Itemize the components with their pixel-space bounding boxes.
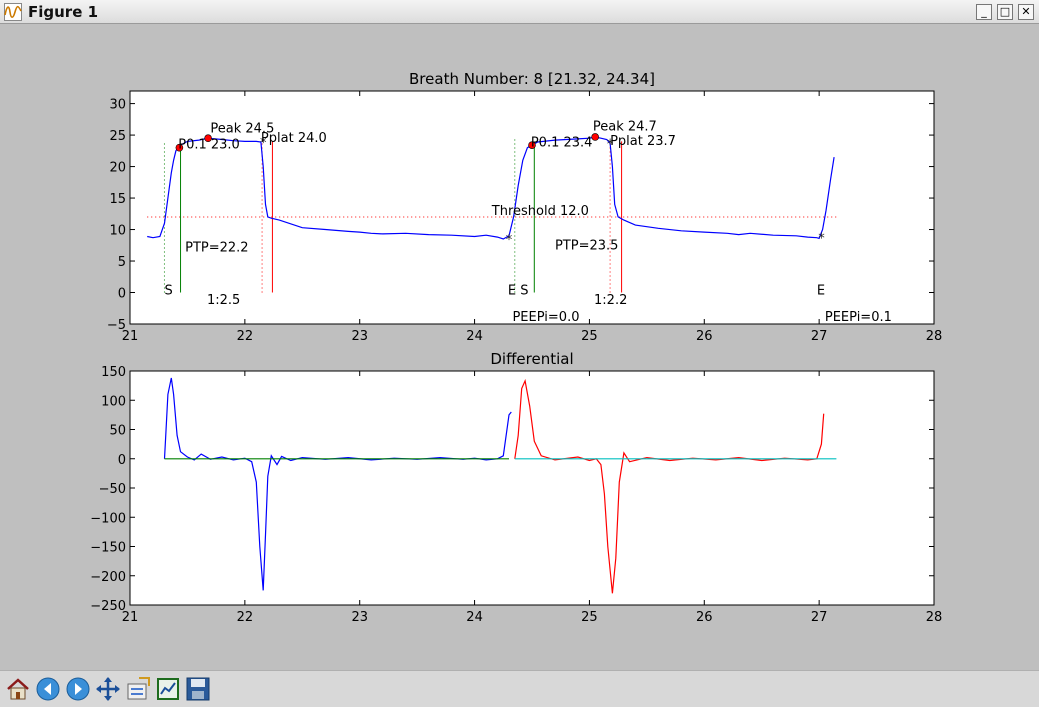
annotation-label: Pplat 23.7 bbox=[610, 134, 676, 149]
figure-canvas[interactable]: Breath Number: 8 [21.32, 24.34] 21 22 23 24 2… bbox=[0, 24, 1039, 670]
y-tick-label: 15 bbox=[109, 192, 126, 207]
annotation-label: PEEPi=0.1 bbox=[825, 310, 892, 325]
annotation-label: Threshold 12.0 bbox=[491, 204, 589, 219]
maximize-button[interactable]: □ bbox=[997, 4, 1013, 20]
series-line-2 bbox=[514, 378, 825, 594]
y-tick-label: 5 bbox=[118, 255, 126, 270]
annotation-label: E bbox=[817, 283, 825, 298]
x-tick-label: 27 bbox=[811, 329, 828, 344]
annotation-label: S bbox=[164, 283, 172, 298]
y-tick-label: 0 bbox=[118, 287, 126, 302]
annotation-label: 1:2.2 bbox=[594, 293, 627, 308]
y-tick-label: 100 bbox=[101, 394, 126, 409]
x-tick-label: 22 bbox=[237, 329, 254, 344]
annotation-label: Peak 24.5 bbox=[210, 122, 274, 137]
app-icon bbox=[4, 3, 22, 21]
annotation-label: P0.1 23.4 bbox=[531, 135, 593, 150]
annotation-label: 1:2.5 bbox=[207, 293, 240, 308]
y-tick-label: 150 bbox=[101, 365, 126, 380]
peak-marker-dot bbox=[528, 141, 536, 149]
y-tick-label: 10 bbox=[109, 224, 126, 239]
window-title: Figure 1 bbox=[28, 3, 99, 21]
y-tick-label: −250 bbox=[90, 599, 126, 614]
annotation-label: PTP=22.2 bbox=[185, 241, 248, 256]
y-tick-label: −200 bbox=[90, 570, 126, 585]
peak-marker-dot bbox=[175, 143, 184, 152]
save-icon[interactable] bbox=[185, 676, 211, 702]
x-tick-label: 26 bbox=[696, 329, 713, 344]
axes-frame-2 bbox=[129, 370, 935, 606]
x-tick-label: 23 bbox=[351, 329, 368, 344]
x-tick-label: 27 bbox=[811, 610, 828, 625]
pan-icon[interactable] bbox=[95, 676, 121, 702]
star-marker: * bbox=[818, 232, 825, 247]
axes-frame-1 bbox=[129, 90, 935, 325]
close-button[interactable]: ✕ bbox=[1018, 4, 1034, 20]
star-marker: * bbox=[607, 137, 614, 152]
zoom-icon[interactable] bbox=[155, 676, 181, 702]
forward-icon[interactable] bbox=[65, 676, 91, 702]
x-tick-label: 28 bbox=[926, 610, 943, 625]
x-tick-label: 25 bbox=[581, 329, 598, 344]
y-tick-label: 30 bbox=[109, 98, 126, 113]
axes-title-1: Breath Number: 8 [21.32, 24.34] bbox=[409, 70, 655, 88]
x-tick-label: 25 bbox=[581, 610, 598, 625]
x-tick-label: 22 bbox=[237, 610, 254, 625]
x-tick-label: 26 bbox=[696, 610, 713, 625]
back-icon[interactable] bbox=[35, 676, 61, 702]
y-tick-label: 0 bbox=[118, 453, 126, 468]
annotation-label: E S bbox=[508, 283, 529, 298]
annotation-label: PEEPi=0.0 bbox=[512, 310, 579, 325]
x-tick-label: 28 bbox=[926, 329, 943, 344]
configure-subplots-icon[interactable] bbox=[125, 676, 151, 702]
series-line-1 bbox=[147, 136, 835, 240]
peak-marker-dot bbox=[204, 134, 212, 143]
y-tick-label: −5 bbox=[107, 318, 126, 333]
annotation-label: P0.1 23.0 bbox=[178, 137, 240, 152]
y-tick-label: 50 bbox=[109, 424, 126, 439]
star-marker: * bbox=[260, 136, 267, 151]
annotation-label: Peak 24.7 bbox=[593, 120, 657, 135]
star-marker: * bbox=[506, 233, 513, 248]
window-titlebar[interactable]: Figure 1 _ □ ✕ bbox=[0, 0, 1039, 24]
y-tick-label: 25 bbox=[109, 129, 126, 144]
annotation-label: Pplat 24.0 bbox=[261, 131, 327, 146]
x-tick-label: 23 bbox=[351, 610, 368, 625]
axes-title-2: Differential bbox=[490, 350, 573, 368]
y-tick-label: −50 bbox=[99, 482, 126, 497]
annotation-label: PTP=23.5 bbox=[555, 239, 618, 254]
x-tick-label: 21 bbox=[122, 610, 139, 625]
x-tick-label: 24 bbox=[466, 329, 483, 344]
x-tick-label: 21 bbox=[122, 329, 139, 344]
y-tick-label: −100 bbox=[90, 511, 126, 526]
home-icon[interactable] bbox=[5, 676, 31, 702]
minimize-button[interactable]: _ bbox=[976, 4, 992, 20]
x-tick-label: 24 bbox=[466, 610, 483, 625]
y-tick-label: −150 bbox=[90, 541, 126, 556]
y-tick-label: 20 bbox=[109, 161, 126, 176]
peak-marker-dot bbox=[591, 133, 599, 141]
navigation-toolbar bbox=[0, 670, 1039, 707]
figure-svg: Breath Number: 8 [21.32, 24.34] 21 22 23 24 2… bbox=[90, 70, 943, 625]
